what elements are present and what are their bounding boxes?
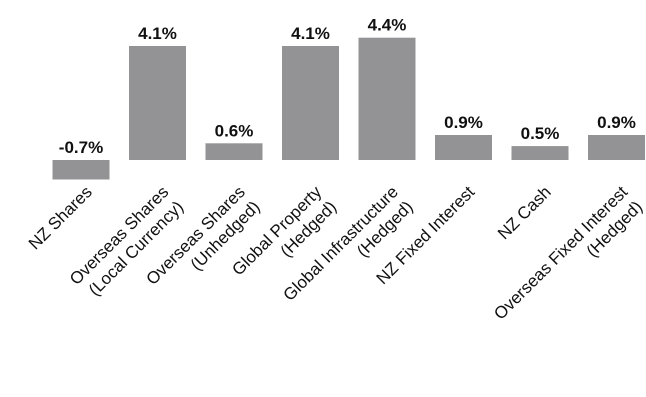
category-label: NZ Shares xyxy=(25,182,96,253)
category-label: Overseas Fixed Interest(Hedged) xyxy=(490,182,646,338)
bar xyxy=(435,135,492,160)
bar xyxy=(282,46,339,160)
bar xyxy=(588,135,645,160)
data-label: 4.1% xyxy=(291,24,330,43)
bars-layer xyxy=(52,37,645,180)
data-label: -0.7% xyxy=(59,138,103,157)
bar xyxy=(129,46,186,160)
value-labels-layer: -0.7% 4.1% 0.6% 4.1% 4.4% 0.9% 0.5% 0.9% xyxy=(59,16,636,157)
bar xyxy=(511,146,569,160)
bar xyxy=(358,37,416,161)
data-label: 0.6% xyxy=(215,121,254,140)
bar xyxy=(52,160,110,180)
data-label: 0.9% xyxy=(597,113,636,132)
category-label-line: Overseas Fixed Interest xyxy=(490,182,631,323)
bar xyxy=(205,143,263,160)
data-label: 4.4% xyxy=(368,16,407,35)
category-label: NZ Cash xyxy=(494,182,555,243)
data-label: 0.9% xyxy=(444,113,483,132)
data-label: 0.5% xyxy=(521,124,560,143)
category-label-line: NZ Cash xyxy=(494,182,555,243)
category-label-line: NZ Shares xyxy=(25,182,96,253)
data-label: 4.1% xyxy=(138,24,177,43)
